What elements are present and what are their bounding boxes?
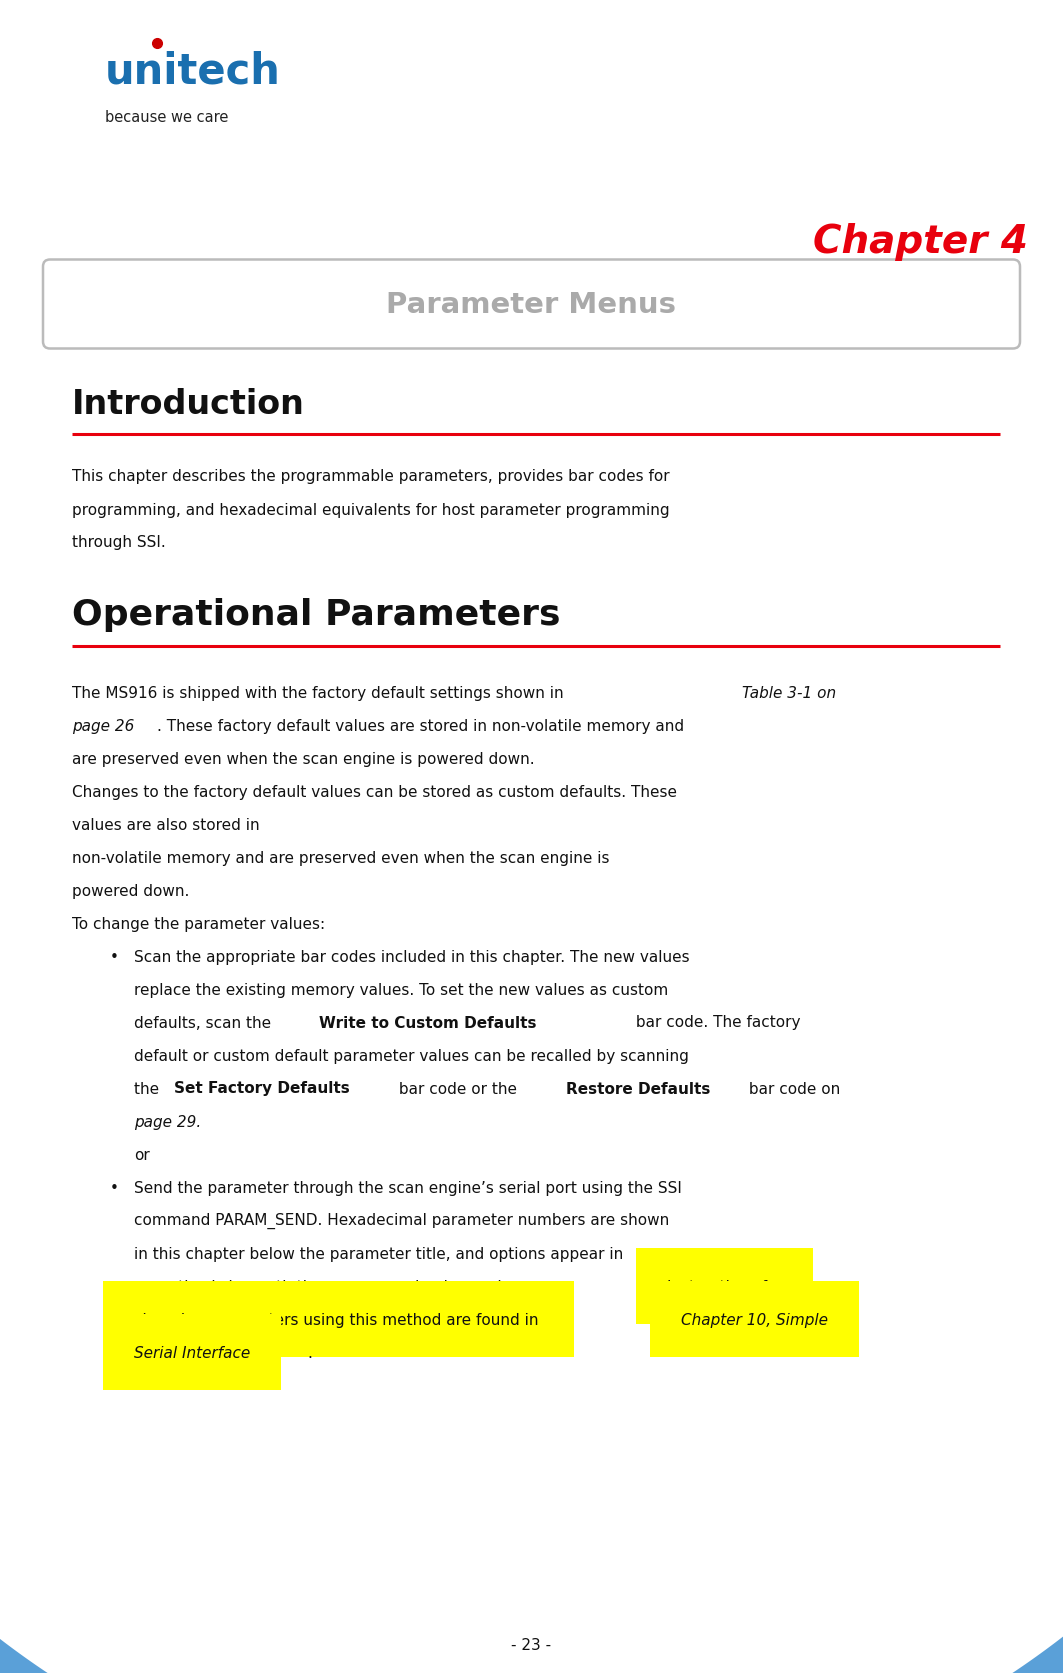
Text: Introduction: Introduction [72,388,305,422]
Text: changing parameters using this method are found in: changing parameters using this method ar… [134,1312,543,1327]
Text: Instructions for: Instructions for [667,1278,782,1293]
Text: defaults, scan the: defaults, scan the [134,1016,276,1031]
Text: Write to Custom Defaults: Write to Custom Defaults [319,1016,537,1031]
Text: Set Factory Defaults: Set Factory Defaults [174,1081,350,1096]
Text: Changes to the factory default values can be stored as custom defaults. These: Changes to the factory default values ca… [72,785,677,800]
Text: in this chapter below the parameter title, and options appear in: in this chapter below the parameter titl… [134,1246,623,1261]
Text: Scan the appropriate bar codes included in this chapter. The new values: Scan the appropriate bar codes included … [134,949,690,964]
Text: The MS916 is shipped with the factory default settings shown in: The MS916 is shipped with the factory de… [72,684,569,699]
Text: bar code on: bar code on [744,1081,840,1096]
Text: because we care: because we care [105,110,229,125]
Text: Table 3-1 on: Table 3-1 on [742,684,837,699]
Text: bar code or the: bar code or the [394,1081,522,1096]
Text: This chapter describes the programmable parameters, provides bar codes for: This chapter describes the programmable … [72,468,670,483]
Text: Serial Interface: Serial Interface [134,1345,250,1360]
Text: values are also stored in: values are also stored in [72,816,259,831]
Text: or: or [134,1146,150,1161]
Text: •: • [109,1179,119,1195]
Text: unitech: unitech [105,50,281,94]
FancyBboxPatch shape [43,261,1020,350]
Text: replace the existing memory values. To set the new values as custom: replace the existing memory values. To s… [134,982,669,997]
Text: are preserved even when the scan engine is powered down.: are preserved even when the scan engine … [72,751,535,766]
Text: Chapter 4: Chapter 4 [813,223,1028,261]
Text: To change the parameter values:: To change the parameter values: [72,915,325,930]
Text: parenthesis beneath the accompanying bar codes.: parenthesis beneath the accompanying bar… [134,1278,529,1293]
Text: programming, and hexadecimal equivalents for host parameter programming: programming, and hexadecimal equivalents… [72,502,670,517]
Text: .: . [307,1345,311,1360]
Text: Parameter Menus: Parameter Menus [387,291,676,320]
Text: . These factory default values are stored in non-volatile memory and: . These factory default values are store… [157,718,685,733]
Text: command PARAM_SEND. Hexadecimal parameter numbers are shown: command PARAM_SEND. Hexadecimal paramete… [134,1213,670,1228]
Text: Operational Parameters: Operational Parameters [72,597,560,632]
Text: Restore Defaults: Restore Defaults [566,1081,710,1096]
Text: - 23 -: - 23 - [511,1638,552,1653]
Text: default or custom default parameter values can be recalled by scanning: default or custom default parameter valu… [134,1047,689,1062]
Text: page 26: page 26 [72,718,134,733]
Text: •: • [109,949,119,964]
Polygon shape [0,1263,1063,1673]
Text: non-volatile memory and are preserved even when the scan engine is: non-volatile memory and are preserved ev… [72,850,609,865]
Text: through SSI.: through SSI. [72,535,166,550]
Text: Chapter 10, Simple: Chapter 10, Simple [681,1312,828,1327]
Text: the: the [134,1081,164,1096]
Text: page 29.: page 29. [134,1114,201,1129]
Text: bar code. The factory: bar code. The factory [631,1016,800,1031]
Text: powered down.: powered down. [72,883,189,898]
Text: Send the parameter through the scan engine’s serial port using the SSI: Send the parameter through the scan engi… [134,1179,681,1195]
Polygon shape [0,1246,1063,1673]
